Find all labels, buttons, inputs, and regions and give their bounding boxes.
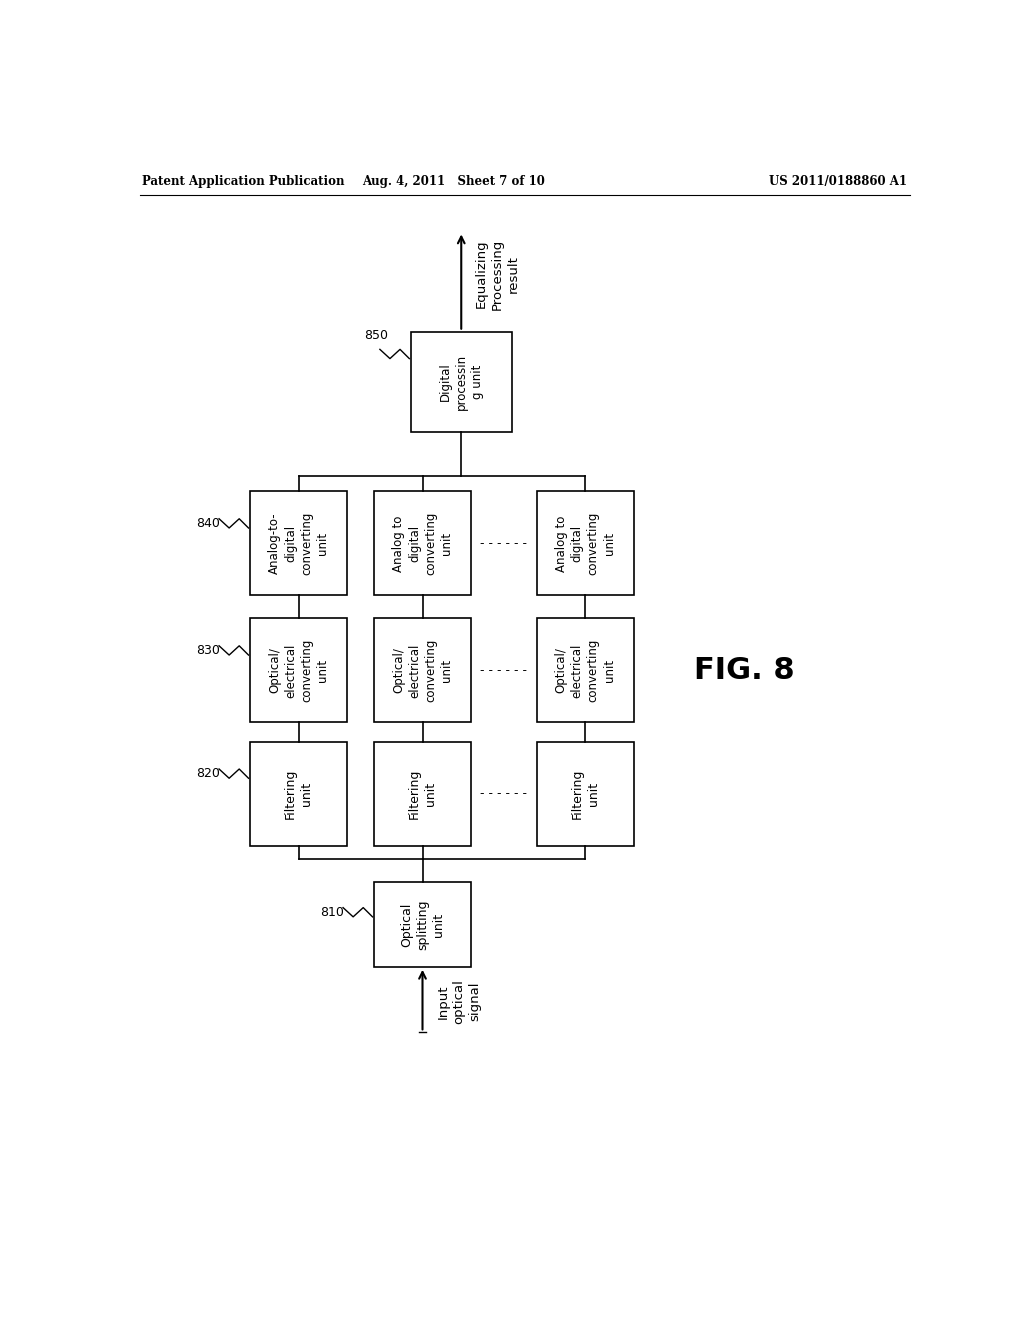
Text: Optical/
electrical
converting
unit: Optical/ electrical converting unit xyxy=(268,639,329,702)
Text: Optical/
electrical
converting
unit: Optical/ electrical converting unit xyxy=(392,639,453,702)
Text: Patent Application Publication: Patent Application Publication xyxy=(142,176,344,189)
Text: 820: 820 xyxy=(197,767,220,780)
Text: Analog to
digital
converting
unit: Analog to digital converting unit xyxy=(555,512,615,576)
Bar xyxy=(411,331,512,432)
Text: - - - - - -: - - - - - - xyxy=(480,664,527,677)
Bar xyxy=(250,619,347,722)
Text: Analog-to-
digital
converting
unit: Analog-to- digital converting unit xyxy=(268,512,329,576)
Bar xyxy=(537,619,634,722)
Bar xyxy=(537,491,634,595)
Text: Equalizing
Processing
result: Equalizing Processing result xyxy=(475,239,520,309)
Text: Optical/
electrical
converting
unit: Optical/ electrical converting unit xyxy=(555,639,615,702)
Text: US 2011/0188860 A1: US 2011/0188860 A1 xyxy=(769,176,907,189)
Text: Optical
splitting
unit: Optical splitting unit xyxy=(400,899,445,950)
Text: Filtering
unit: Filtering unit xyxy=(408,768,437,818)
Bar xyxy=(250,742,347,846)
Bar xyxy=(250,491,347,595)
Text: Filtering
unit: Filtering unit xyxy=(284,768,313,818)
Text: - - - - - -: - - - - - - xyxy=(480,787,527,800)
Text: 840: 840 xyxy=(197,517,220,529)
Text: Digital
processin
g unit: Digital processin g unit xyxy=(438,354,483,409)
Text: Aug. 4, 2011   Sheet 7 of 10: Aug. 4, 2011 Sheet 7 of 10 xyxy=(362,176,545,189)
Text: Input
optical
signal: Input optical signal xyxy=(436,979,481,1024)
Bar xyxy=(374,882,471,966)
Bar xyxy=(374,742,471,846)
Text: Filtering
unit: Filtering unit xyxy=(570,768,600,818)
Text: 830: 830 xyxy=(197,644,220,657)
Bar xyxy=(374,491,471,595)
Text: Analog to
digital
converting
unit: Analog to digital converting unit xyxy=(392,512,453,576)
Text: - - - - - -: - - - - - - xyxy=(480,537,527,550)
Text: 810: 810 xyxy=(321,906,344,919)
Bar xyxy=(374,619,471,722)
Bar xyxy=(537,742,634,846)
Text: 850: 850 xyxy=(364,329,388,342)
Text: FIG. 8: FIG. 8 xyxy=(693,656,795,685)
